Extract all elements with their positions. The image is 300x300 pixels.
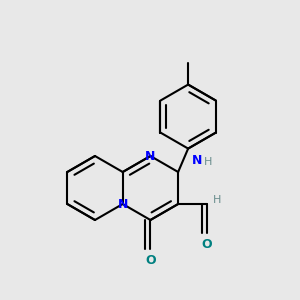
Text: O: O: [202, 238, 212, 251]
Text: N: N: [145, 149, 156, 163]
Text: O: O: [145, 254, 156, 267]
Text: H: H: [204, 157, 212, 167]
Text: H: H: [213, 195, 221, 205]
Text: N: N: [118, 197, 128, 211]
Text: N: N: [192, 154, 202, 167]
